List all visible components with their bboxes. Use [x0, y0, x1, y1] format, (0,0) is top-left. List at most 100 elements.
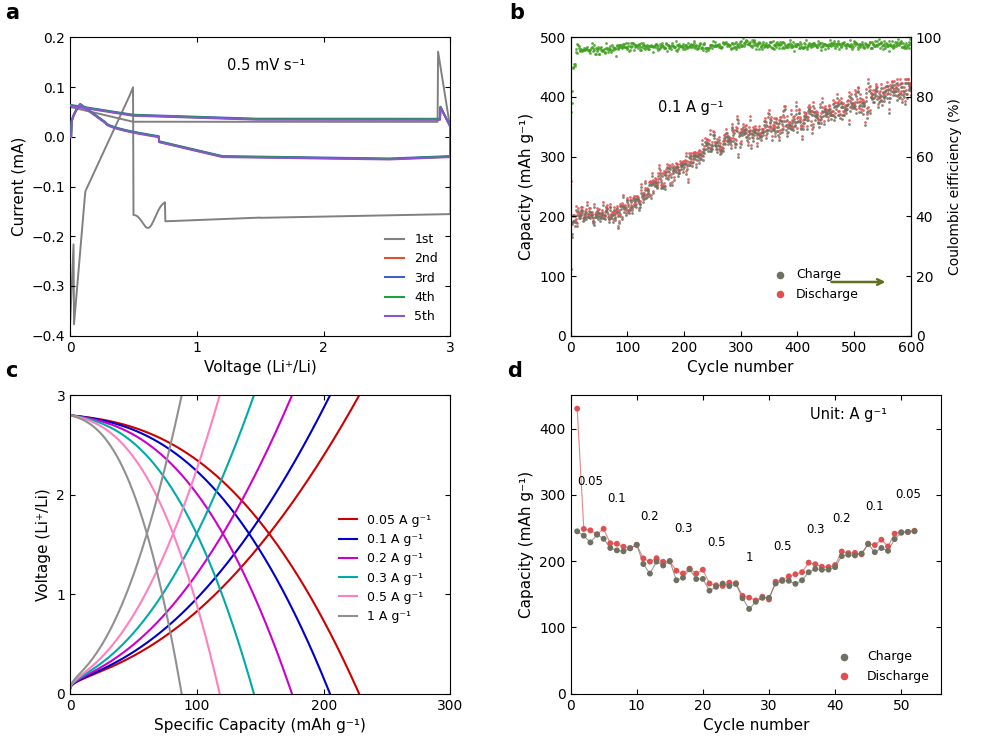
Point [625, 207, 641, 219]
Point [875, 82, 891, 94]
Point [598, 213, 614, 225]
Point [590, 45, 606, 57]
Point [659, 45, 675, 57]
Point [893, 37, 909, 49]
Point [726, 42, 742, 54]
Point [713, 40, 729, 51]
Point [852, 41, 868, 53]
Point [862, 84, 878, 95]
Point [686, 148, 702, 160]
Point [619, 194, 635, 206]
Point [711, 38, 727, 50]
Point [710, 139, 726, 151]
Point [721, 134, 737, 145]
Point [753, 130, 769, 142]
Point [698, 142, 714, 154]
Point [741, 603, 757, 615]
Point [789, 40, 805, 52]
Point [878, 84, 894, 96]
Point [649, 176, 665, 188]
Point [641, 184, 657, 196]
Point [627, 192, 643, 204]
Point [787, 40, 803, 51]
Point [625, 194, 641, 206]
Point [586, 213, 602, 225]
Point [666, 160, 682, 172]
Point [721, 130, 737, 142]
Point [858, 84, 874, 95]
Point [651, 163, 667, 175]
Point [700, 137, 716, 149]
Point [883, 88, 899, 100]
Point [859, 106, 875, 118]
Point [875, 90, 891, 102]
Point [841, 90, 857, 102]
Point [574, 205, 590, 217]
Point [840, 103, 856, 115]
Point [594, 41, 610, 53]
Point [902, 33, 918, 45]
Point [612, 39, 628, 51]
Point [882, 38, 898, 50]
Point [698, 140, 714, 151]
Point [735, 122, 751, 134]
Point [730, 122, 746, 134]
Point [609, 204, 625, 216]
Point [772, 125, 788, 137]
Point [840, 38, 856, 50]
Point [751, 36, 767, 48]
Point [609, 40, 625, 52]
Point [770, 122, 786, 134]
Point [803, 41, 819, 53]
Point [583, 212, 599, 224]
Point [767, 40, 783, 51]
Point [728, 124, 744, 136]
Point [657, 181, 673, 192]
Point [659, 37, 675, 49]
Point [890, 38, 906, 50]
Point [845, 101, 861, 113]
Point [598, 210, 614, 222]
Point [803, 40, 819, 51]
Point [722, 134, 738, 145]
Point [626, 198, 642, 210]
Point [645, 177, 661, 189]
Point [675, 154, 691, 166]
Legend: 1st, 2nd, 3rd, 4th, 5th: 1st, 2nd, 3rd, 4th, 5th [379, 227, 444, 330]
Point [761, 40, 777, 51]
Point [741, 37, 757, 48]
Point [701, 138, 717, 150]
Point [711, 140, 727, 151]
Point [662, 555, 678, 567]
Point [721, 39, 737, 51]
Point [699, 43, 715, 54]
Point [814, 37, 830, 49]
Point [877, 86, 893, 98]
Point [697, 144, 713, 156]
Point [669, 574, 685, 586]
Point [812, 98, 828, 110]
Point [684, 150, 700, 162]
Point [660, 39, 676, 51]
Point [859, 102, 875, 114]
Point [687, 145, 703, 157]
Point [846, 101, 862, 113]
Point [698, 42, 714, 54]
Point [770, 118, 786, 130]
Point [619, 204, 635, 216]
Point [809, 106, 825, 118]
Point [612, 217, 628, 229]
Point [739, 131, 755, 142]
Point [867, 84, 883, 96]
Point [732, 37, 748, 49]
Point [759, 124, 775, 136]
Point [603, 212, 619, 224]
Text: 0.2: 0.2 [641, 510, 660, 523]
Point [582, 206, 598, 218]
Point [599, 204, 615, 216]
Point [592, 212, 608, 224]
Point [774, 119, 790, 131]
Point [861, 78, 877, 90]
Point [888, 85, 904, 97]
Point [823, 106, 839, 118]
